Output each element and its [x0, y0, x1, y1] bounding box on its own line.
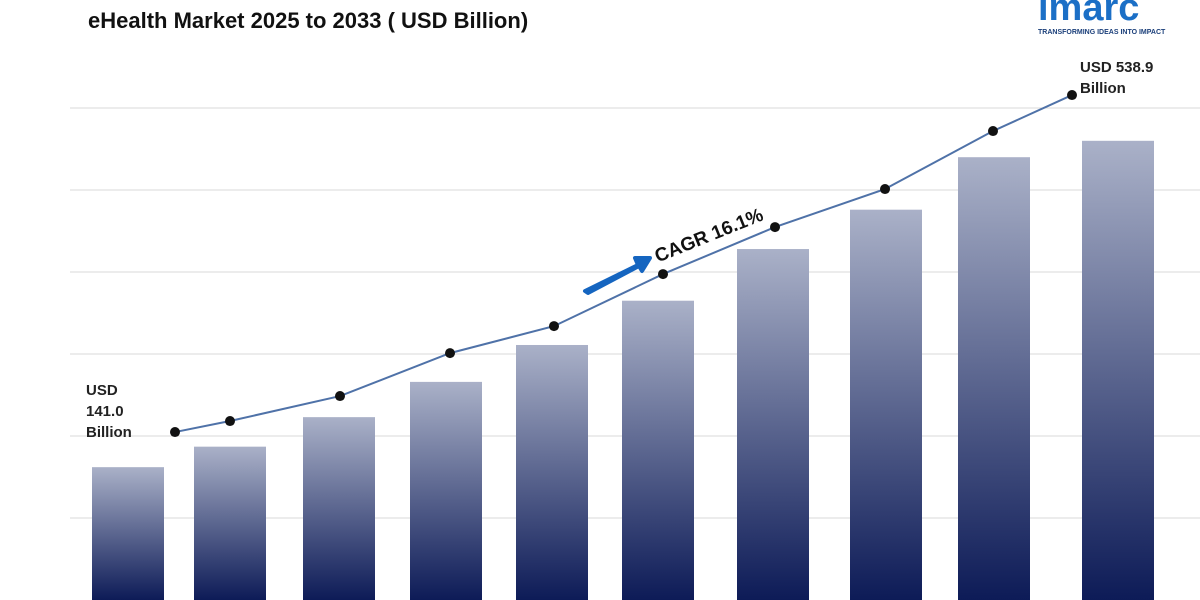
- bar: [303, 417, 375, 600]
- line-point: [880, 184, 890, 195]
- bar: [622, 300, 694, 600]
- line-point: [445, 348, 455, 359]
- line-point: [549, 321, 559, 332]
- bar: [410, 381, 482, 600]
- chart-title: eHealth Market 2025 to 2033 ( USD Billio…: [88, 8, 528, 33]
- line-point: [658, 269, 668, 280]
- bar: [1082, 140, 1154, 600]
- bar: [194, 446, 266, 600]
- value-label: USD 141.0 Billion: [86, 382, 132, 442]
- line-point: [170, 427, 180, 438]
- logo-tagline: TRANSFORMING IDEAS INTO IMPACT: [1038, 29, 1166, 36]
- bar: [737, 249, 809, 600]
- trend-line: [174, 94, 1073, 434]
- bar: [516, 344, 588, 600]
- line-point: [770, 222, 780, 233]
- value-label: USD 538.9 Billion: [1080, 59, 1154, 98]
- bar: [958, 157, 1030, 600]
- line-point: [988, 126, 998, 137]
- line-point: [335, 391, 345, 402]
- cagr-arrow: [583, 256, 652, 295]
- bar: [92, 467, 164, 600]
- line-point: [1067, 90, 1077, 101]
- bar: [850, 209, 922, 600]
- logo: imarc: [1038, 0, 1139, 29]
- line-point: [225, 416, 235, 427]
